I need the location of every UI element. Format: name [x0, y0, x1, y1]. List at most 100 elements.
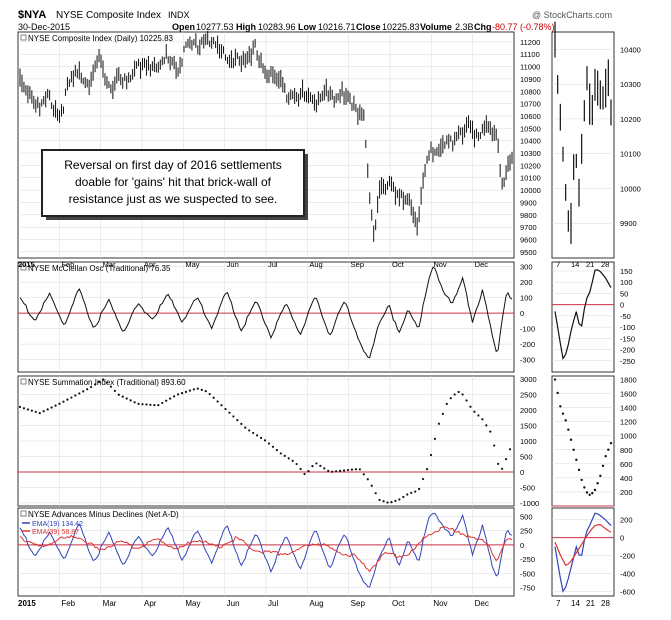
summation-dot	[504, 457, 508, 461]
right-y-tick-label: -150	[620, 334, 635, 343]
summation-dot	[437, 422, 440, 425]
x-tick-label: Jul	[268, 260, 278, 269]
summation-dot-right	[559, 405, 562, 408]
series-line	[19, 266, 513, 359]
y-tick-label: -500	[520, 569, 535, 578]
y-tick-label: 0	[520, 541, 524, 550]
right-y-tick-label: 400	[620, 474, 633, 483]
open-label: Open	[172, 22, 195, 32]
source-credit: @ StockCharts.com	[532, 10, 612, 20]
right-y-tick-label: 10200	[620, 115, 641, 124]
x-tick-label: Feb	[61, 260, 74, 269]
right-y-tick-label: 600	[620, 460, 633, 469]
summation-dot	[161, 401, 164, 405]
summation-dot	[271, 445, 275, 448]
summation-dot	[149, 403, 152, 406]
summation-dot	[236, 419, 239, 422]
right-y-tick-label: 1200	[620, 418, 637, 427]
annotation-line-3: resistance just as we suspected to see.	[69, 192, 278, 206]
summation-dot	[50, 406, 53, 409]
summation-dot	[220, 404, 223, 407]
summation-dot	[335, 470, 338, 473]
summation-dot	[378, 498, 381, 502]
chart-panels: 9500960097009800990010000101001020010300…	[17, 21, 641, 597]
summation-dot	[22, 407, 26, 410]
right-y-tick-label: 200	[620, 488, 633, 497]
summation-dot-right	[564, 419, 567, 422]
panel-label: NYSE McClellan Osc (Traditional) 76.35	[28, 264, 171, 273]
summation-dot	[62, 400, 65, 403]
summation-dot-right	[556, 391, 559, 395]
summation-dot	[133, 401, 136, 404]
summation-dot	[508, 448, 512, 451]
summation-dot	[196, 387, 199, 390]
open-value: 10277.53	[196, 22, 234, 32]
summation-dot	[418, 487, 421, 491]
series-line	[19, 526, 513, 573]
summation-dot	[283, 454, 286, 458]
summation-dot	[232, 415, 235, 418]
summation-dot-right	[607, 448, 610, 451]
summation-dot	[74, 394, 77, 397]
summation-dot	[338, 469, 342, 472]
y-tick-label: 11200	[520, 38, 540, 47]
summation-dot	[125, 397, 128, 400]
summation-dot	[275, 449, 278, 452]
summation-dot	[489, 430, 492, 433]
summation-dot	[212, 396, 215, 399]
summation-dot	[370, 484, 373, 487]
right-y-tick-label: 0	[620, 534, 624, 543]
y-tick-label: 100	[520, 294, 533, 303]
panel-mcclellan: -300 -200 -100 0 100 200 300 -250 -200 -150 -100 -5…	[17, 261, 635, 373]
summation-dot	[204, 389, 207, 393]
summation-dot	[153, 404, 156, 407]
exchange: INDX	[168, 10, 190, 20]
summation-dot	[42, 410, 45, 413]
summation-dot	[346, 468, 350, 472]
y-tick-label: 9700	[520, 223, 537, 232]
summation-dot	[433, 437, 437, 440]
summation-dot	[137, 402, 140, 405]
summation-dot	[390, 501, 393, 504]
summation-dot	[295, 462, 298, 466]
panel-summation: -1000 -500 0 500 1000 1500 2000 2500 3000 200 400 6…	[17, 375, 637, 508]
high-label: High	[236, 22, 256, 32]
summation-dot	[169, 397, 172, 400]
right-x-tick-label: 14	[571, 260, 579, 269]
summation-dot	[259, 436, 263, 439]
summation-dot	[101, 378, 105, 381]
right-y-tick-label: 150	[620, 267, 633, 276]
summation-dot	[279, 452, 282, 455]
y-tick-label: 250	[520, 527, 533, 536]
summation-dot	[208, 392, 211, 396]
summation-dot	[184, 390, 188, 393]
summation-dot	[240, 422, 243, 425]
summation-dot-right	[599, 474, 602, 478]
right-y-tick-label: -600	[620, 588, 635, 597]
summation-dot	[311, 465, 314, 468]
panel-price-right-frame	[551, 31, 615, 259]
x-tick-label: Oct	[392, 260, 405, 269]
summation-dot-right	[553, 378, 557, 381]
summation-dot	[121, 395, 124, 398]
y-tick-label: 1000	[520, 437, 537, 446]
x-tick-label: 2015	[18, 599, 36, 608]
y-tick-label: 10900	[520, 75, 541, 84]
y-tick-label: 0	[520, 309, 524, 318]
chart-header: $NYA NYSE Composite Index INDX @ StockCh…	[18, 9, 612, 32]
summation-dot	[414, 490, 417, 493]
y-tick-label: -300	[520, 356, 535, 365]
symbol: $NYA	[18, 9, 46, 21]
y-tick-label: 1500	[520, 422, 537, 431]
y-tick-label: 300	[520, 263, 533, 272]
x-tick-label: Aug	[309, 260, 322, 269]
right-x-tick-label: 21	[586, 260, 594, 269]
summation-dot	[501, 467, 504, 470]
low-value: 10216.71	[318, 22, 356, 32]
right-x-tick-label: 7	[556, 599, 561, 608]
right-y-tick-label: 1000	[620, 432, 637, 441]
summation-dot	[303, 472, 306, 476]
summation-dot	[109, 385, 112, 388]
x-tick-label: Jun	[227, 599, 240, 608]
